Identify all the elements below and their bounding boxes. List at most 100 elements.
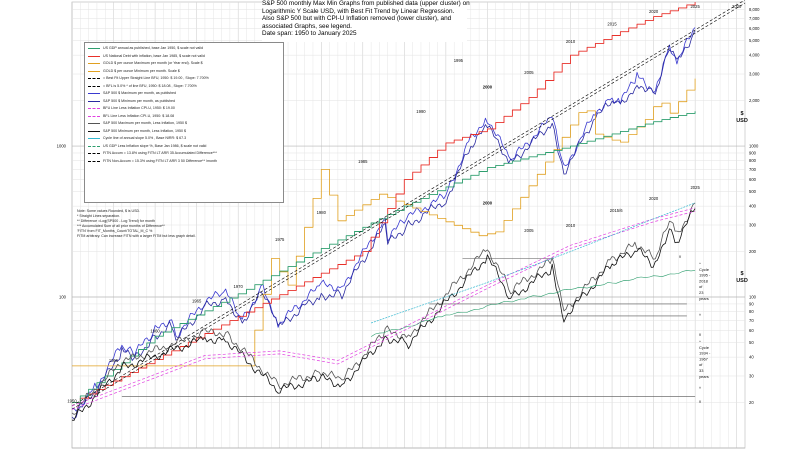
axis-unit-label: $ (740, 111, 743, 117)
legend-item: S&P 500 Minimum per month, Less Inflatio… (88, 128, 280, 136)
year-label: 2020 (649, 196, 659, 201)
year-label: 1985 (358, 159, 368, 164)
axis-unit-label: USD (736, 278, 748, 284)
note-line: * Straight Lines separation. (77, 214, 121, 218)
series-line-cycle (370, 202, 696, 324)
cycle-marker: v (679, 254, 682, 259)
legend-item: S&P 500 $ Minimum per month, as publishe… (88, 98, 280, 106)
cycle-marker: ^ (699, 386, 701, 391)
legend-label: US GDP annual as published, base Jan 195… (103, 46, 204, 50)
year-label: 1995 (454, 58, 464, 63)
footnotes: Note: Some values Rounded, $ is USD. * S… (77, 209, 227, 239)
cycle-note-line: Cycle (699, 267, 710, 272)
year-label: 2005 (524, 70, 534, 75)
legend-item: US GDP Less Inflation slope %, Base Jan … (88, 143, 280, 151)
axis-unit-label: $ (740, 271, 743, 277)
axis-unit-label: USD (736, 118, 748, 124)
y-tick-label-right: 40 (749, 355, 754, 360)
legend-swatch (88, 100, 100, 102)
legend-swatch (88, 63, 100, 65)
year-label: 2000 (483, 201, 493, 206)
year-labels: 1950 1955 1960 1965 1970 1975 1980 1985 1990 1995… (67, 4, 742, 404)
y-tick-label-right: 4,000 (749, 53, 760, 58)
legend-label: S&P 500 $ Minimum per month, as publishe… (103, 98, 176, 103)
legend-swatch (88, 85, 100, 87)
y-tick-label-right: 3,000 (749, 72, 760, 77)
legend-item: BFU Line Less Inflation CPI-U, 1950: $ 1… (88, 105, 280, 113)
y-tick-label-left: 1000 (57, 144, 67, 149)
y-tick-label-right: 700 (749, 167, 757, 172)
legend-item: S&P 500 Maximum per month, Less Inflatio… (88, 120, 280, 128)
legend-label: FITN Non-Accum = 15.3% using FITN LT ARR… (103, 158, 217, 163)
note-line: *** Accumulated Sum of all prior months … (77, 224, 165, 228)
legend: US GDP annual as published, base Jan 195… (84, 42, 284, 203)
cycle-note-line: 1934 - (699, 351, 711, 356)
cycle-note-line: ^ (699, 339, 701, 344)
series-line-real-max (71, 202, 696, 415)
y-tick-label-right: 7,000 (749, 16, 760, 21)
y-tick-label-right: 20 (749, 400, 754, 405)
year-label: 1960 (150, 329, 160, 334)
legend-swatch (88, 93, 100, 95)
y-tick-label-right: 1000 (749, 144, 759, 149)
series-line-sp500-max (71, 27, 696, 412)
legend-label: US National Debt with inflation, base Ja… (103, 53, 205, 58)
legend-item: FITN Non-Accum = 15.3% using FITN LT ARR… (88, 158, 280, 166)
year-label: 1965 (192, 298, 202, 303)
note-line: FITM arbitrary. Can increase FITN with a… (77, 234, 196, 238)
series (71, 0, 746, 421)
legend-item: GOLD $ per ounce Maximum per month (or Y… (88, 60, 280, 68)
year-label: 2010 (566, 39, 576, 44)
y-tick-label-right: 200 (749, 249, 757, 254)
legend-swatch (88, 145, 100, 147)
y-tick-label-right: 800 (749, 158, 757, 163)
legend-label: S&P 500 Maximum per month, Less Inflatio… (103, 121, 188, 125)
cycle-note-line: years (699, 296, 709, 301)
year-label: 1980 (317, 210, 327, 215)
series-line-bfl (71, 2, 746, 410)
cycle-note-line: ^ (699, 261, 701, 266)
legend-label: S&P 500 $ Maximum per month, as publishe… (103, 91, 177, 95)
legend-swatch (88, 55, 100, 57)
year-label: 2025 (690, 185, 700, 190)
y-tick-label-right: 100 (749, 295, 757, 300)
y-tick-label-right: 400 (749, 204, 757, 209)
cycle-note-line: years (699, 374, 709, 379)
title-line: Date span: 1950 to January 2025 (262, 30, 357, 38)
legend-item: US National Debt with inflation, base Ja… (88, 53, 280, 61)
legend-swatch (88, 108, 100, 110)
y-tick-label-right: 50 (749, 340, 754, 345)
cycle-note-line: Cycle (699, 345, 710, 350)
note-line: Note: Some values Rounded, $ is USD. (77, 209, 141, 213)
legend-item: S&P 500 $ Maximum per month, as publishe… (88, 90, 280, 98)
legend-label: BFU Line Less Inflation CPI-U, 1950: $ 1… (103, 106, 175, 110)
legend-swatch (88, 160, 100, 162)
year-label: 2025 (690, 4, 700, 9)
cycle-note-line: 1967 (699, 356, 709, 361)
note-line: ** Difference =Log(SP500 - Log Trend) fo… (77, 219, 155, 223)
legend-label: GOLD $ per ounce Minimum per month. Scal… (103, 68, 180, 73)
year-label: 2015/6 (610, 208, 623, 213)
legend-item: = Best Fit Upper Straight Line BFU, 1950… (88, 75, 280, 83)
year-label: 2030 (732, 4, 742, 9)
y-tick-label-right: 6,000 (749, 26, 760, 31)
y-tick-label-right: 60 (749, 328, 754, 333)
legend-label: BFL Line Less Inflation CPI-U, 1950: $ 1… (103, 113, 175, 118)
title-line: S&P 500 monthly Max Min Graphs from publ… (262, 0, 470, 7)
y-tick-label-right: 5,000 (749, 38, 760, 43)
y-axis-ticks: 1000 100 8,000 7,000 6,000 5,000 4,000 3,000 2,0… (57, 7, 760, 405)
y-tick-label-right: 80 (749, 309, 754, 314)
y-tick-label-right: 600 (749, 177, 757, 182)
cycle-note-line: 2018 (699, 278, 709, 283)
series-line-bfl-cpi (71, 210, 696, 410)
title-line: associated Graphs, see legend. (262, 22, 352, 30)
y-tick-label-right: 500 (749, 189, 757, 194)
series-line-real-min (71, 208, 696, 421)
cycle-note-line: 1995 - (699, 273, 711, 278)
legend-label: GOLD $ per ounce Maximum per month (or Y… (103, 61, 203, 65)
legend-swatch (88, 138, 100, 140)
legend-label: Cycle line of annual slope 5.0% , Base N… (103, 136, 187, 140)
legend-label: US GDP Less Inflation slope %, Base Jan … (103, 143, 207, 148)
legend-item: BFL Line Less Inflation CPI-U, 1950: $ 1… (88, 113, 280, 121)
